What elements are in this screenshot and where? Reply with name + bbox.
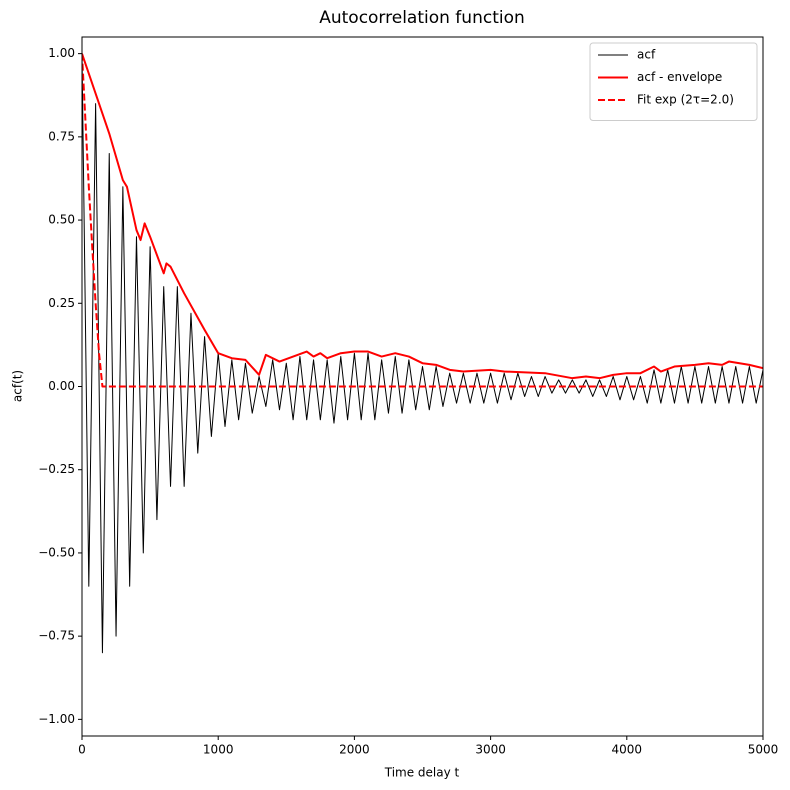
y-tick-label: −1.00: [38, 712, 75, 726]
legend-label: acf - envelope: [637, 70, 722, 84]
legend-box: [589, 42, 758, 121]
y-tick-label: 0.00: [48, 379, 75, 393]
x-tick-label: 5000: [748, 743, 779, 757]
x-tick-label: 0: [78, 743, 86, 757]
x-axis-label: Time delay t: [384, 766, 460, 780]
y-tick-label: −0.75: [38, 629, 75, 643]
y-tick-label: −0.25: [38, 462, 75, 476]
legend-label: Fit exp (2τ=2.0): [637, 93, 734, 107]
plot-area: [82, 53, 763, 654]
y-tick-label: 0.50: [48, 213, 75, 227]
x-tick-label: 3000: [475, 743, 506, 757]
x-tick-label: 2000: [339, 743, 370, 757]
axes-frame: [81, 36, 764, 737]
y-axis-label: acf(t): [11, 370, 25, 402]
series-line: [82, 53, 763, 388]
x-tick-label: 4000: [612, 743, 643, 757]
y-tick-label: 0.75: [48, 129, 75, 143]
y-tick-label: −0.50: [38, 545, 75, 559]
chart-title: Autocorrelation function: [319, 8, 525, 28]
series-line: [82, 53, 763, 380]
legend-label: acf: [637, 48, 656, 62]
series-line: [82, 53, 763, 654]
y-tick-label: 0.25: [48, 296, 75, 310]
x-tick-label: 1000: [203, 743, 234, 757]
y-tick-label: 1.00: [48, 46, 75, 60]
